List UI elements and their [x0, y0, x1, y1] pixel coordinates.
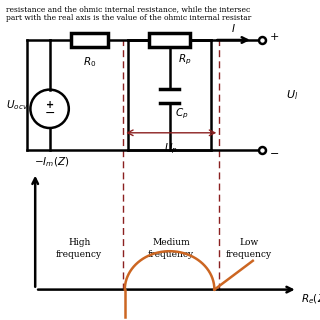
Text: $I$: $I$: [231, 22, 236, 34]
Text: $R_0$: $R_0$: [83, 55, 96, 68]
Text: −: −: [44, 108, 55, 120]
Text: High
frequency: High frequency: [56, 238, 102, 259]
Text: $U_l$: $U_l$: [286, 88, 299, 102]
Text: part with the real axis is the value of the ohmic internal resistar: part with the real axis is the value of …: [6, 14, 252, 22]
Text: $C_p$: $C_p$: [175, 106, 189, 121]
Text: $-I_m(Z)$: $-I_m(Z)$: [34, 155, 69, 169]
Text: +: +: [45, 100, 54, 110]
Text: $R_e(Z)$: $R_e(Z)$: [301, 292, 320, 306]
Text: $U_p$: $U_p$: [164, 142, 178, 156]
Text: +: +: [269, 32, 279, 42]
Text: −: −: [269, 148, 279, 159]
Text: Medium
frequency: Medium frequency: [148, 238, 194, 259]
Text: resistance and the ohmic internal resistance, while the intersec: resistance and the ohmic internal resist…: [6, 5, 251, 13]
Text: Low
frequency: Low frequency: [226, 238, 272, 259]
Bar: [71, 33, 108, 47]
Bar: [149, 33, 190, 47]
Text: $U_{ocv}$: $U_{ocv}$: [6, 99, 29, 113]
Text: $R_p$: $R_p$: [178, 52, 191, 67]
